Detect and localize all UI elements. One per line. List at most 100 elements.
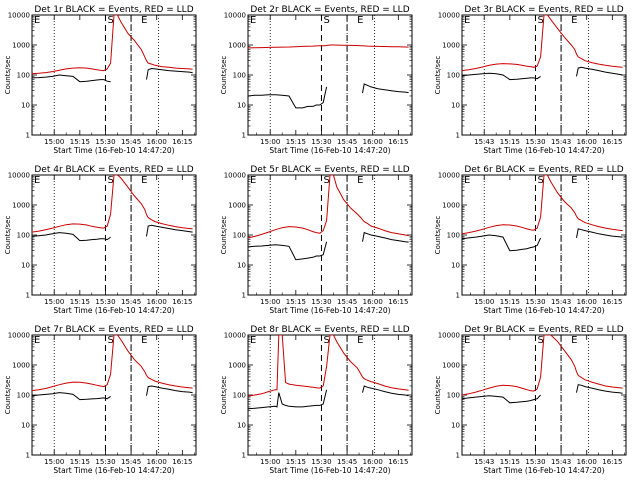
y-tick-label: 10000 bbox=[438, 12, 460, 20]
x-tick-label: 15:43 bbox=[551, 458, 571, 466]
left-marker-letter: E bbox=[464, 335, 470, 346]
series-line-lld bbox=[248, 335, 409, 397]
x-tick-label: 15:45 bbox=[121, 458, 141, 466]
x-tick-label: 16:15 bbox=[602, 458, 622, 466]
x-tick-label: 16:00 bbox=[147, 138, 167, 146]
left-marker-letter: E bbox=[34, 15, 40, 26]
series-line-lld bbox=[462, 335, 623, 396]
series-line-events bbox=[248, 231, 409, 261]
end-marker-letter: E bbox=[571, 175, 577, 186]
plot-frame bbox=[31, 14, 197, 136]
y-tick-label: 10000 bbox=[8, 332, 30, 340]
y-tick-label: 1 bbox=[456, 452, 460, 460]
x-axis-label: Start Time (16-Feb-10 14:47:20) bbox=[53, 146, 174, 155]
series-line-lld bbox=[32, 15, 193, 75]
series-line-lld bbox=[32, 335, 193, 392]
x-tick-label: 16:15 bbox=[388, 138, 408, 146]
end-marker-letter: E bbox=[357, 335, 363, 346]
start-marker-letter: S bbox=[323, 175, 329, 186]
series-line-events bbox=[462, 66, 623, 81]
x-tick-label: 16:15 bbox=[172, 298, 192, 306]
y-tick-label: 1000 bbox=[12, 362, 30, 370]
end-marker-letter: E bbox=[141, 335, 147, 346]
plot-frame bbox=[461, 334, 627, 456]
x-tick-label: 16:00 bbox=[363, 298, 383, 306]
panel-title: Det 6r BLACK = Events, RED = LLD bbox=[464, 165, 623, 175]
end-marker-letter: E bbox=[141, 175, 147, 186]
series-line-lld bbox=[32, 175, 193, 233]
panel-det-5r: Det 5r BLACK = Events, RED = LLD 1 10 100 10… bbox=[220, 165, 413, 315]
start-marker-letter: S bbox=[107, 15, 113, 26]
panel-title: Det 9r BLACK = Events, RED = LLD bbox=[464, 325, 623, 335]
left-marker-letter: E bbox=[250, 15, 256, 26]
y-tick-label: 100 bbox=[17, 392, 30, 400]
y-tick-label: 100 bbox=[447, 232, 460, 240]
y-axis-label: Counts/sec bbox=[4, 216, 12, 255]
y-tick-label: 100 bbox=[17, 72, 30, 80]
y-tick-label: 1000 bbox=[228, 202, 246, 210]
y-tick-label: 10 bbox=[451, 422, 460, 430]
x-tick-label: 15:15 bbox=[286, 138, 306, 146]
x-axis-label: Start Time (16-Feb-10 14:47:20) bbox=[269, 306, 390, 315]
panel-title: Det 5r BLACK = Events, RED = LLD bbox=[250, 165, 409, 175]
y-tick-label: 1 bbox=[242, 452, 246, 460]
start-marker-letter: S bbox=[537, 175, 543, 186]
y-axis-label: Counts/sec bbox=[434, 56, 442, 95]
end-marker-letter: E bbox=[571, 335, 577, 346]
panel-det-7r: Det 7r BLACK = Events, RED = LLD 1 10 100 10… bbox=[4, 325, 197, 475]
x-tick-label: 15:15 bbox=[70, 458, 90, 466]
x-tick-label: 15:00 bbox=[44, 298, 64, 306]
left-marker-letter: E bbox=[250, 335, 256, 346]
y-axis-label: Counts/sec bbox=[220, 216, 228, 255]
end-marker-letter: E bbox=[357, 175, 363, 186]
x-axis-label: Start Time (16-Feb-10 14:47:20) bbox=[483, 466, 604, 475]
y-tick-label: 10000 bbox=[224, 332, 246, 340]
x-tick-label: 15:30 bbox=[95, 298, 115, 306]
series-line-events bbox=[32, 224, 193, 242]
series-line-lld bbox=[462, 15, 623, 72]
x-tick-label: 16:00 bbox=[577, 298, 597, 306]
y-tick-label: 10000 bbox=[224, 12, 246, 20]
x-tick-label: 15:30 bbox=[95, 458, 115, 466]
panel-title: Det 1r BLACK = Events, RED = LLD bbox=[34, 5, 193, 15]
y-tick-label: 10000 bbox=[438, 332, 460, 340]
panel-title: Det 8r BLACK = Events, RED = LLD bbox=[250, 325, 409, 335]
x-tick-label: 15:15 bbox=[286, 298, 306, 306]
y-tick-label: 10 bbox=[237, 422, 246, 430]
x-tick-label: 16:15 bbox=[602, 138, 622, 146]
y-axis-label: Counts/sec bbox=[434, 376, 442, 415]
y-axis-label: Counts/sec bbox=[220, 56, 228, 95]
y-tick-label: 10000 bbox=[224, 172, 246, 180]
x-tick-label: 15:30 bbox=[311, 138, 331, 146]
x-tick-label: 15:00 bbox=[260, 298, 280, 306]
y-axis-label: Counts/sec bbox=[4, 56, 12, 95]
plot-frame bbox=[247, 334, 413, 456]
x-tick-label: 15:00 bbox=[260, 138, 280, 146]
x-axis-label: Start Time (16-Feb-10 14:47:20) bbox=[53, 306, 174, 315]
panel-title: Det 7r BLACK = Events, RED = LLD bbox=[34, 325, 193, 335]
x-tick-label: 15:30 bbox=[525, 458, 545, 466]
end-marker-letter: E bbox=[571, 15, 577, 26]
start-marker-letter: S bbox=[323, 335, 329, 346]
y-tick-label: 10 bbox=[21, 102, 30, 110]
panel-title: Det 2r BLACK = Events, RED = LLD bbox=[250, 5, 409, 15]
y-tick-label: 10000 bbox=[438, 172, 460, 180]
x-tick-label: 15:15 bbox=[70, 138, 90, 146]
series-line-events bbox=[462, 228, 623, 252]
x-axis-label: Start Time (16-Feb-10 14:47:20) bbox=[483, 146, 604, 155]
x-tick-label: 15:45 bbox=[337, 138, 357, 146]
y-tick-label: 1000 bbox=[228, 362, 246, 370]
start-marker-letter: S bbox=[107, 175, 113, 186]
x-tick-label: 15:30 bbox=[311, 458, 331, 466]
series-line-events bbox=[248, 83, 409, 109]
x-tick-label: 15:43 bbox=[474, 458, 494, 466]
x-tick-label: 16:00 bbox=[147, 458, 167, 466]
left-marker-letter: E bbox=[464, 175, 470, 186]
y-tick-label: 1000 bbox=[12, 42, 30, 50]
end-marker-letter: E bbox=[357, 15, 363, 26]
series-line-lld bbox=[248, 175, 409, 239]
series-line-events bbox=[462, 384, 623, 404]
x-tick-label: 15:15 bbox=[500, 458, 520, 466]
left-marker-letter: E bbox=[250, 175, 256, 186]
